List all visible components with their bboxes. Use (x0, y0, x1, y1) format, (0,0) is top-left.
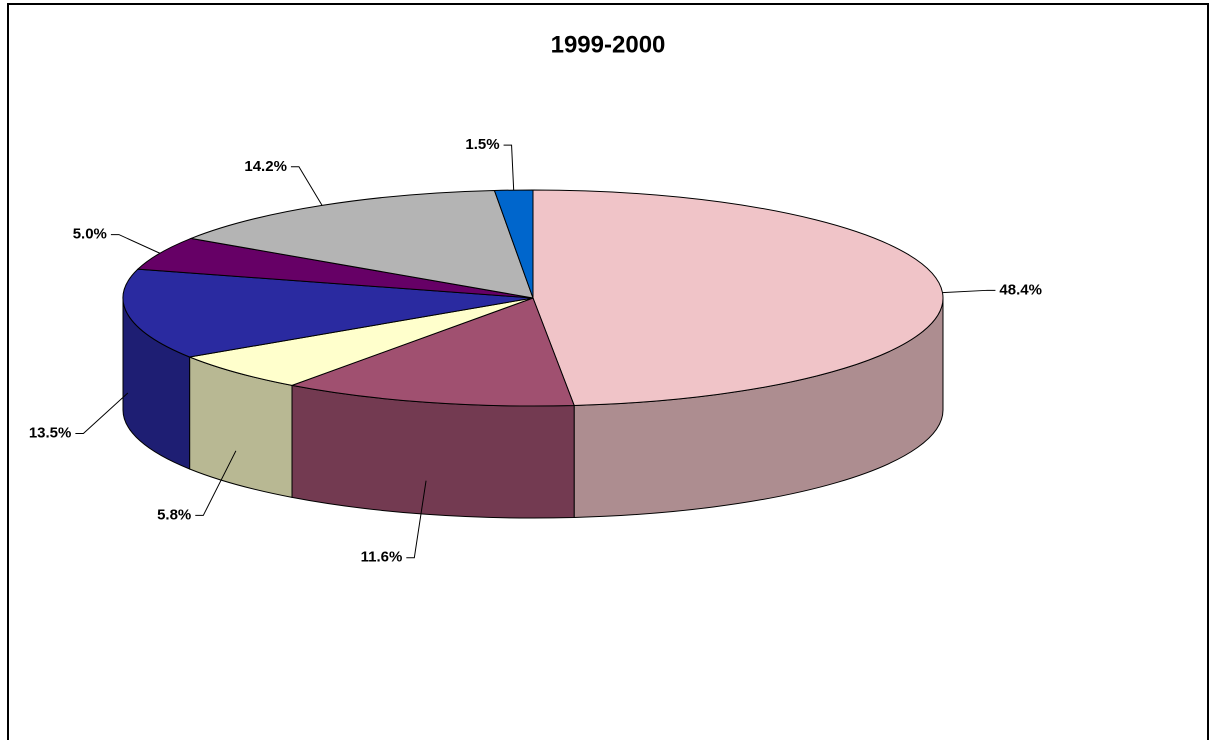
leader-line (942, 289, 996, 294)
slice (187, 297, 534, 386)
leader-line (406, 480, 427, 559)
data-label: 5.0% (73, 226, 107, 243)
slice (122, 268, 534, 358)
data-label: 13.5% (29, 424, 72, 441)
data-label: 5.8% (157, 506, 191, 523)
leader-line (75, 392, 129, 434)
leader-line (290, 166, 323, 206)
data-label: 14.2% (244, 158, 287, 175)
leader-line (195, 450, 237, 516)
data-label: 1.5% (465, 136, 499, 153)
data-label: 11.6% (361, 549, 403, 566)
slice (290, 297, 575, 407)
leader-line (110, 234, 161, 254)
leader-line (503, 144, 515, 191)
chart-title: 1999-2000 (551, 31, 666, 58)
data-label: 48.4% (999, 281, 1042, 298)
